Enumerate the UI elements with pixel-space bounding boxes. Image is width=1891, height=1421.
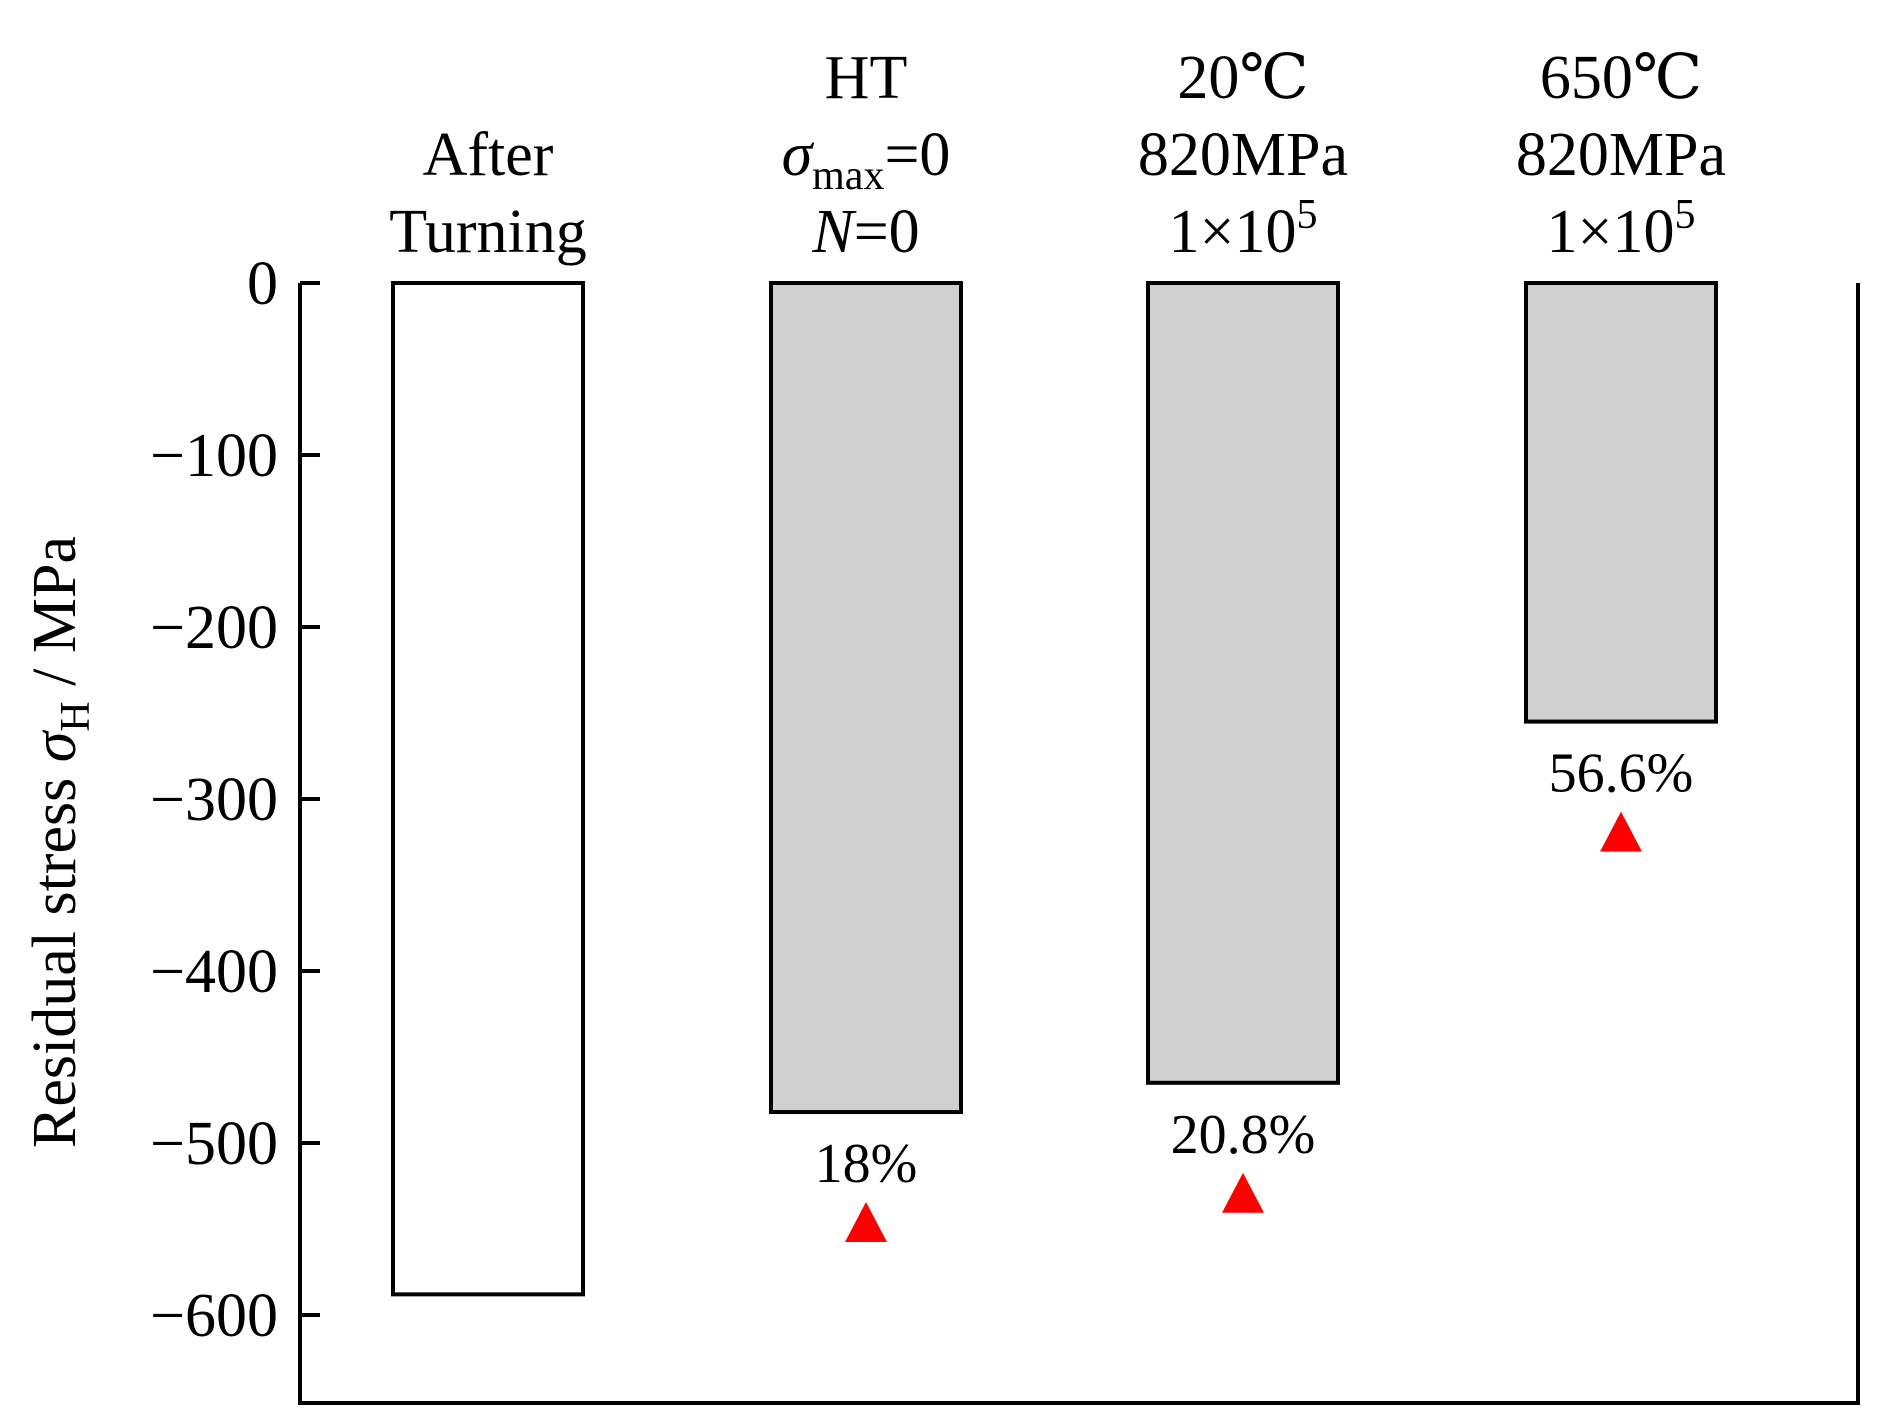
y-tick-label-4: −400 [150, 938, 278, 1006]
percent-label-2: 18% [815, 1133, 918, 1195]
y-axis-label: Residual stress σH / MPa [21, 536, 99, 1148]
percent-label-3: 20.8% [1171, 1104, 1316, 1166]
bars-layer [391, 281, 1718, 1297]
y-tick-label-6: −600 [150, 1282, 278, 1350]
category-label-2-line-1: HT [825, 44, 908, 112]
y-tick-label-2: −200 [150, 594, 278, 662]
triangle-marker-4 [1600, 811, 1642, 852]
category-label-1-line-2: Turning [389, 198, 587, 266]
bar-2 [769, 281, 963, 1115]
y-tick-label-0: 0 [247, 250, 278, 318]
annotations: 18% 20.8% 56.6% [815, 743, 1694, 1243]
percent-label-4: 56.6% [1549, 743, 1694, 805]
category-labels: AfterTurningHTσmax=0N=020℃820MPa1×105650… [389, 44, 1726, 266]
category-label-3-line-2: 820MPa [1138, 121, 1348, 189]
y-tick-label-1: −100 [150, 422, 278, 490]
category-label-2-line-3: N=0 [811, 198, 919, 266]
category-label-4-line-2: 820MPa [1516, 121, 1726, 189]
y-tick-label-5: −500 [150, 1110, 278, 1178]
bar-1 [391, 281, 585, 1297]
axes-layer [298, 283, 1860, 1405]
y-ticks: 0 −100 −200 −300 −400 −500 −600 [150, 250, 320, 1350]
triangle-marker-3 [1222, 1172, 1264, 1213]
category-label-3-line-1: 20℃ [1177, 44, 1308, 112]
category-label-4-line-3: 1×105 [1547, 192, 1696, 266]
bar-3 [1146, 281, 1340, 1085]
category-label-3-line-3: 1×105 [1169, 192, 1318, 266]
y-tick-label-3: −300 [150, 766, 278, 834]
bar-4 [1524, 281, 1718, 724]
category-label-1-line-1: After [423, 121, 554, 189]
category-label-2-line-2: σmax=0 [782, 121, 951, 199]
category-label-4-line-1: 650℃ [1540, 44, 1702, 112]
triangle-marker-2 [845, 1202, 887, 1243]
